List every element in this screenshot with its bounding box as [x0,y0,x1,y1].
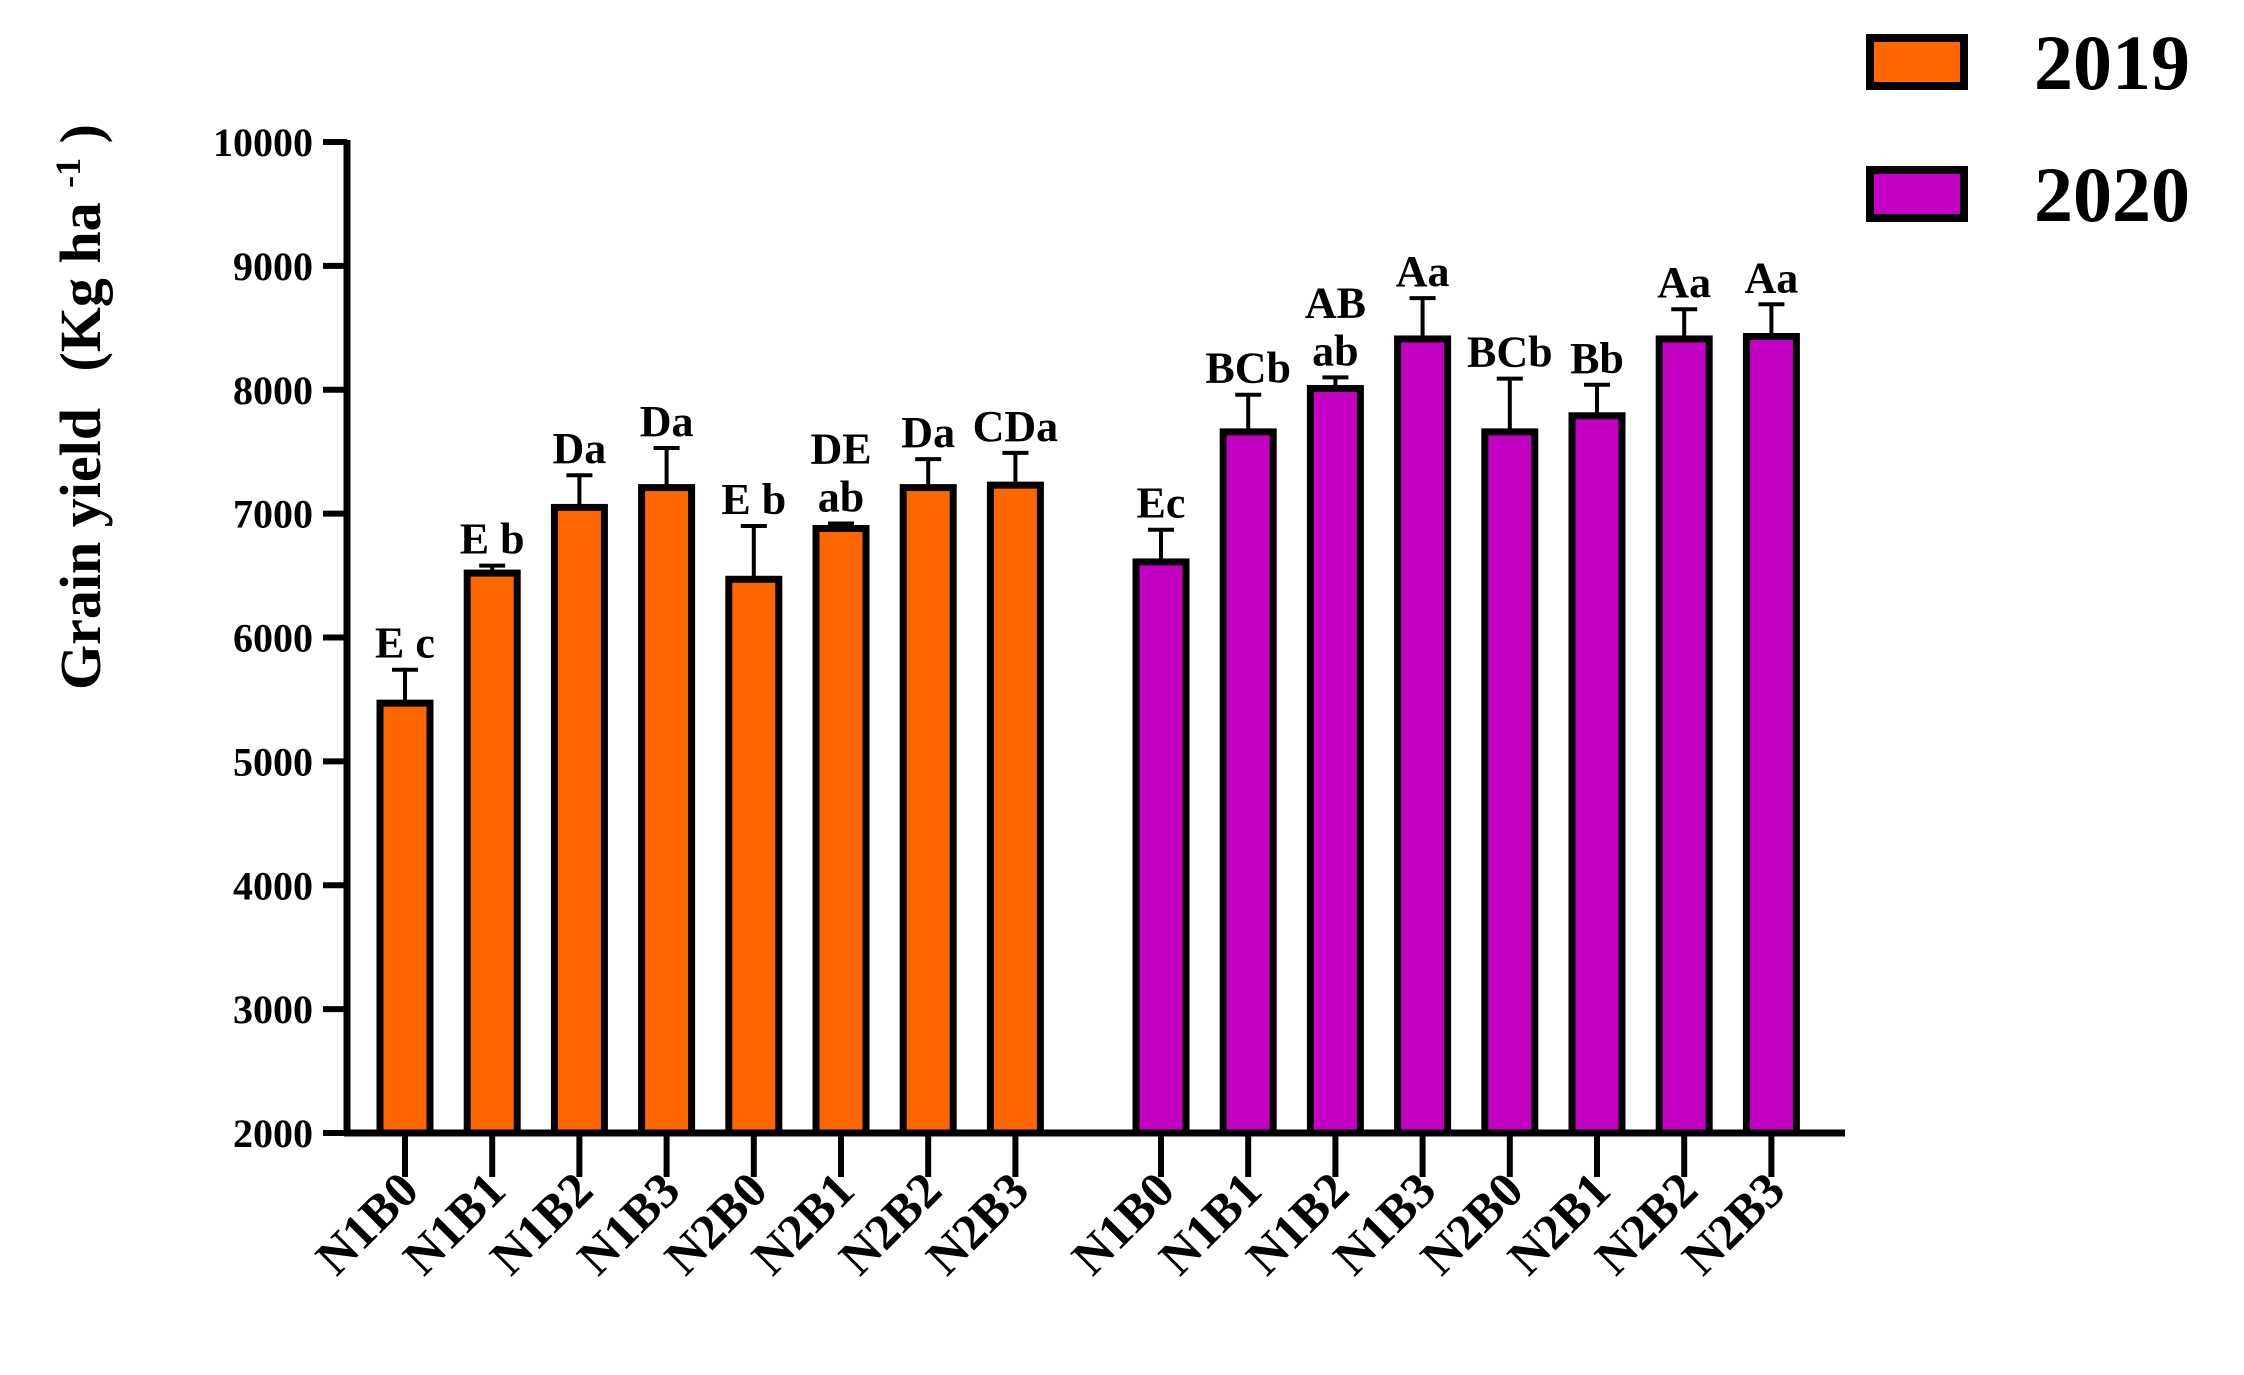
x-category-label: N1B3 [1322,1161,1446,1285]
bar-2020-N1B0 [1132,558,1190,1137]
x-category-label: N1B1 [392,1161,516,1285]
y-tick-label: 9000 [233,244,313,289]
significance-label: Aa [1745,253,1799,302]
bar-2020-N2B3 [1742,332,1800,1137]
legend-swatch-2020 [1866,166,1968,222]
bar-2019-N1B2 [550,503,608,1137]
x-category-label: N1B3 [566,1161,690,1285]
x-category-label: N1B0 [305,1161,429,1285]
significance-label: CDa [973,402,1059,451]
y-tick-label: 5000 [233,739,313,784]
significance-label: BCb [1205,344,1291,393]
x-category-label: N1B2 [1235,1161,1359,1285]
x-category-label: N2B1 [1497,1161,1621,1285]
significance-label: BCb [1467,328,1553,377]
bar-2019-N1B3 [638,484,696,1137]
bar-2020-N1B1 [1219,428,1277,1137]
legend: 2019 2020 [1866,19,2190,238]
y-axis-title-main: Grain yield [48,408,113,690]
significance-label: Bb [1570,334,1624,383]
x-category-label: N2B2 [828,1161,952,1285]
y-axis-title-unit: (Kg ha [48,202,113,371]
significance-label: Da [640,397,694,446]
significance-label: E c [375,619,435,668]
significance-label: Da [901,408,955,457]
significance-label: Da [553,424,607,473]
bar-2020-N2B2 [1655,335,1713,1137]
bar-2019-N1B0 [376,699,434,1137]
x-category-label: N2B2 [1584,1161,1708,1285]
significance-label: AB [1305,278,1366,327]
y-axis-title: Grain yield (Kg ha -1 ) [28,124,113,690]
significance-label: DE [810,425,871,474]
y-tick-label: 3000 [233,987,313,1032]
bar-2020-N1B3 [1394,335,1452,1137]
bar-2019-N2B3 [986,481,1044,1137]
y-tick-label: 8000 [233,368,313,413]
y-tick-label: 7000 [233,492,313,537]
bar-2019-N1B1 [463,569,521,1137]
x-category-label: N1B1 [1148,1161,1272,1285]
bar-2019-N2B1 [812,524,870,1137]
significance-label: Ec [1137,479,1186,528]
legend-label-2020: 2020 [2034,151,2190,238]
legend-swatch-2019 [1866,34,1968,90]
significance-label: ab [818,473,864,522]
significance-label: E b [721,475,786,524]
y-tick-label: 6000 [233,616,313,661]
significance-label: Aa [1657,258,1711,307]
significance-label: E b [460,515,525,564]
y-tick-label: 2000 [233,1111,313,1156]
x-category-label: N1B0 [1061,1161,1185,1285]
y-axis-title-unit-close: ) [48,124,113,143]
significance-label: Aa [1396,247,1450,296]
x-category-label: N2B0 [654,1161,778,1285]
bar-2020-N2B0 [1481,428,1539,1137]
bar-2020-N2B1 [1568,412,1626,1137]
bar-2019-N2B2 [899,484,957,1137]
y-tick-label: 10000 [213,120,313,165]
bar-2019-N2B0 [725,575,783,1137]
x-category-label: N2B3 [1671,1161,1795,1285]
x-category-label: N2B1 [741,1161,865,1285]
x-category-label: N2B3 [915,1161,1039,1285]
y-axis-title-unit-sup: -1 [48,158,88,188]
bar-2020-N1B2 [1306,385,1364,1137]
x-category-label: N1B2 [479,1161,603,1285]
y-tick-label: 4000 [233,863,313,908]
x-category-label: N2B0 [1410,1161,1534,1285]
legend-label-2019: 2019 [2034,19,2190,106]
y-axis: 2000 3000 4000 5000 6000 7000 8000 9000 10000 [213,120,351,1156]
significance-label: ab [1312,326,1358,375]
